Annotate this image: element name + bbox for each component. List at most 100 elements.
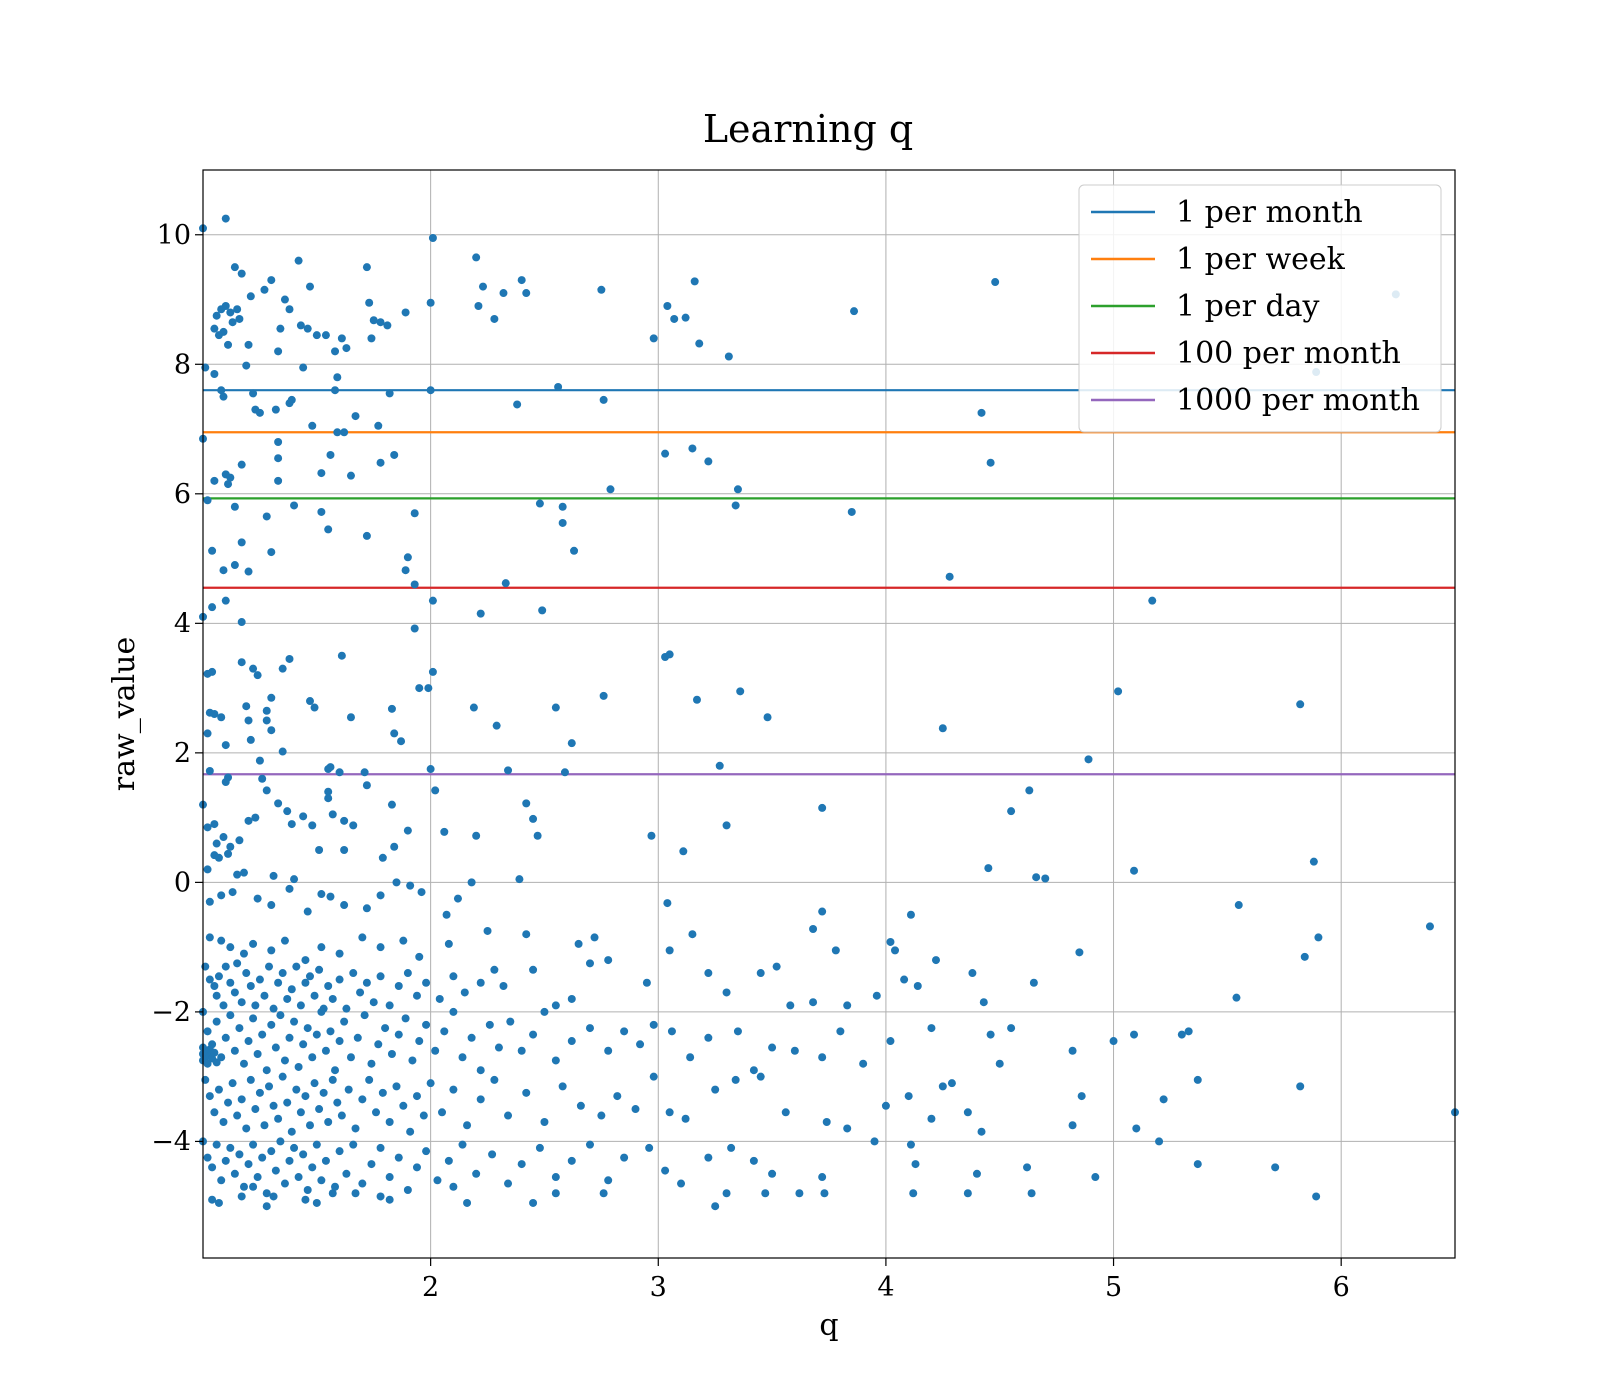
data-point bbox=[909, 1189, 918, 1198]
data-point bbox=[342, 1004, 351, 1013]
data-point bbox=[203, 865, 212, 874]
data-point bbox=[399, 936, 408, 945]
data-point bbox=[1041, 874, 1050, 883]
data-point bbox=[296, 1108, 305, 1117]
data-point bbox=[749, 1066, 758, 1075]
data-point bbox=[324, 982, 333, 990]
data-point bbox=[210, 820, 219, 829]
data-point bbox=[704, 457, 713, 466]
data-point bbox=[1425, 922, 1434, 931]
data-point bbox=[397, 737, 406, 746]
data-point bbox=[504, 1111, 513, 1120]
data-point bbox=[490, 965, 499, 974]
data-point bbox=[756, 1072, 765, 1081]
data-point bbox=[312, 331, 321, 340]
data-point bbox=[235, 1024, 244, 1033]
data-point bbox=[212, 1140, 221, 1149]
data-point bbox=[1029, 978, 1038, 987]
data-point bbox=[567, 994, 576, 1003]
data-point bbox=[476, 609, 485, 618]
data-point bbox=[237, 460, 246, 469]
data-point bbox=[217, 1053, 226, 1062]
data-point bbox=[287, 1127, 296, 1136]
data-point bbox=[415, 684, 424, 693]
data-point bbox=[212, 1058, 221, 1067]
data-point bbox=[938, 1082, 947, 1091]
data-point bbox=[818, 1053, 827, 1062]
data-point bbox=[267, 693, 276, 702]
data-point bbox=[513, 400, 522, 409]
data-point bbox=[394, 1030, 403, 1039]
data-point bbox=[1159, 1095, 1168, 1104]
data-point bbox=[331, 1066, 340, 1075]
data-point bbox=[410, 624, 419, 633]
data-point bbox=[900, 975, 909, 984]
data-point bbox=[303, 907, 312, 916]
data-point bbox=[620, 1153, 629, 1162]
data-point bbox=[226, 308, 235, 317]
data-point bbox=[278, 1072, 287, 1081]
data-point bbox=[233, 959, 242, 968]
data-point bbox=[529, 1198, 538, 1207]
data-point bbox=[230, 1046, 239, 1055]
data-point bbox=[736, 687, 745, 696]
data-point bbox=[504, 1179, 513, 1188]
data-point bbox=[340, 846, 349, 854]
data-point bbox=[927, 1024, 936, 1033]
data-point bbox=[242, 702, 251, 711]
data-point bbox=[1184, 1027, 1193, 1036]
data-point bbox=[463, 1198, 472, 1207]
data-point bbox=[590, 933, 599, 942]
data-point bbox=[401, 1014, 410, 1023]
data-point bbox=[818, 907, 827, 916]
data-point bbox=[376, 1192, 385, 1201]
data-point bbox=[661, 449, 670, 458]
data-point bbox=[690, 277, 699, 286]
data-point bbox=[244, 567, 253, 576]
data-point bbox=[843, 1124, 852, 1133]
data-point bbox=[1309, 857, 1318, 866]
data-point bbox=[221, 962, 230, 971]
data-point bbox=[226, 842, 235, 851]
data-point bbox=[233, 1111, 242, 1120]
data-point bbox=[265, 962, 274, 971]
data-point bbox=[385, 1118, 394, 1126]
data-point bbox=[360, 1011, 369, 1020]
data-point bbox=[620, 1027, 629, 1036]
data-point bbox=[346, 1053, 355, 1062]
data-point bbox=[585, 1024, 594, 1033]
data-point bbox=[333, 1098, 342, 1107]
data-point bbox=[214, 1198, 223, 1207]
data-point bbox=[433, 1176, 442, 1185]
data-point bbox=[424, 684, 433, 693]
data-point bbox=[449, 972, 458, 981]
data-point bbox=[335, 1037, 344, 1046]
data-point bbox=[367, 334, 376, 343]
data-point bbox=[333, 428, 342, 437]
data-point bbox=[417, 888, 426, 897]
data-point bbox=[604, 1176, 613, 1185]
y-tick-label: −2 bbox=[151, 997, 191, 1028]
legend-entry-label: 100 per month bbox=[1176, 336, 1401, 371]
data-point bbox=[239, 868, 248, 877]
data-point bbox=[385, 1195, 394, 1204]
data-point bbox=[670, 314, 679, 323]
data-point bbox=[214, 331, 223, 340]
data-point bbox=[467, 878, 476, 887]
data-point bbox=[308, 1163, 317, 1172]
data-point bbox=[387, 1050, 396, 1058]
data-point bbox=[310, 1079, 319, 1088]
data-point bbox=[210, 324, 219, 333]
data-point bbox=[733, 485, 742, 494]
data-point bbox=[303, 1186, 312, 1194]
data-point bbox=[337, 1111, 346, 1120]
data-point bbox=[681, 313, 690, 322]
data-point bbox=[239, 1059, 248, 1068]
data-point bbox=[913, 982, 922, 990]
data-point bbox=[331, 347, 340, 356]
data-point bbox=[353, 1033, 362, 1042]
data-point bbox=[378, 1088, 387, 1097]
data-point bbox=[292, 962, 301, 971]
data-point bbox=[1314, 933, 1323, 942]
